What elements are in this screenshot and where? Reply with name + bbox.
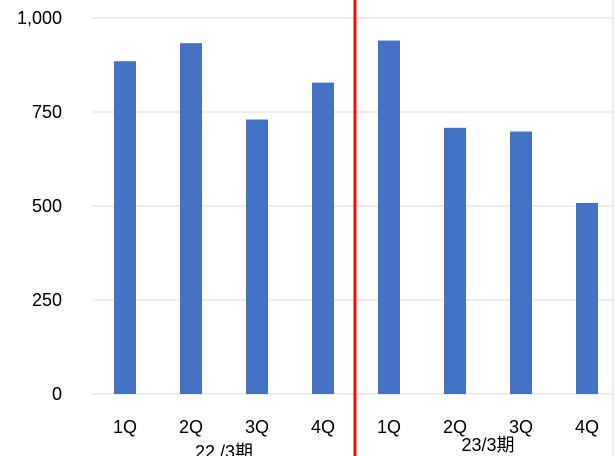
bar (510, 131, 532, 394)
y-tick-label: 750 (32, 102, 62, 122)
bar (180, 43, 202, 394)
period-labels: 22 /3期 23/3期 (195, 435, 515, 456)
bar (378, 40, 400, 395)
bar (444, 127, 466, 395)
y-tick-label: 1,000 (17, 8, 62, 28)
x-tick-label: 3Q (509, 417, 533, 437)
bars (114, 40, 598, 395)
y-axis-ticks: 0 250 500 750 1,000 (17, 8, 62, 404)
y-tick-label: 500 (32, 196, 62, 216)
x-axis-ticks: 1Q 2Q 3Q 4Q 1Q 2Q 3Q 4Q (113, 417, 599, 437)
bar (312, 82, 334, 394)
y-tick-label: 0 (52, 384, 62, 404)
bar (114, 61, 136, 395)
x-tick-label: 1Q (377, 417, 401, 437)
bar (246, 119, 268, 395)
y-tick-label: 250 (32, 290, 62, 310)
gridlines (92, 17, 613, 395)
period-label: 22 /3期 (195, 442, 253, 456)
x-tick-label: 1Q (113, 417, 137, 437)
x-tick-label: 2Q (179, 417, 203, 437)
x-tick-label: 3Q (245, 417, 269, 437)
period-label: 23/3期 (461, 435, 514, 455)
x-tick-label: 4Q (311, 417, 335, 437)
bar (576, 202, 598, 394)
x-tick-label: 4Q (575, 417, 599, 437)
x-tick-label: 2Q (443, 417, 467, 437)
